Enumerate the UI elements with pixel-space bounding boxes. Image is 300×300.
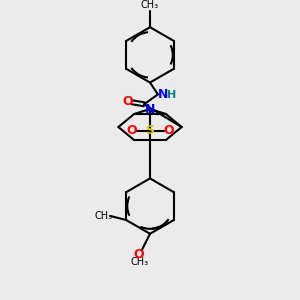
Text: O: O	[126, 124, 136, 137]
Text: O: O	[164, 124, 174, 137]
Text: S: S	[146, 124, 154, 137]
Text: CH₃: CH₃	[141, 0, 159, 11]
Text: O: O	[122, 95, 133, 108]
Text: O: O	[134, 248, 144, 261]
Text: N: N	[158, 88, 168, 101]
Text: N: N	[145, 103, 155, 116]
Text: H: H	[167, 90, 176, 100]
Text: CH₃: CH₃	[130, 257, 148, 267]
Text: CH₃: CH₃	[94, 211, 112, 221]
